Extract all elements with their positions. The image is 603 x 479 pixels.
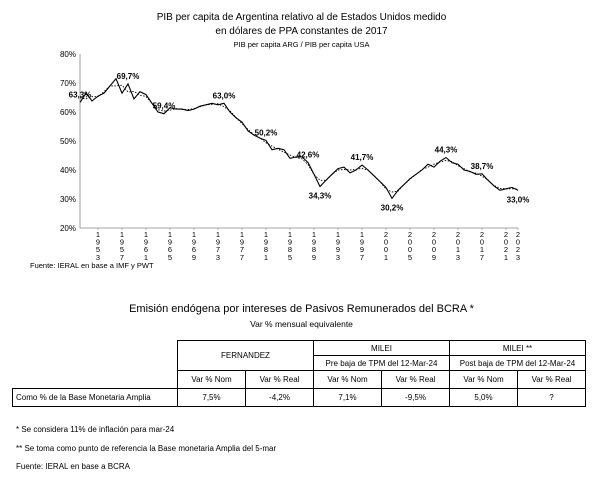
col-header: Var % Nom (449, 370, 518, 389)
table-note-1: * Se considera 11% de inflación para mar… (16, 425, 175, 434)
table-cell: -4,2% (245, 388, 314, 407)
data-label: 42,6% (297, 150, 320, 159)
data-label: 59,4% (153, 102, 176, 111)
table-source: Fuente: IERAL en base a BCRA (16, 462, 130, 471)
table-subtitle: Var % mensual equivalente (250, 319, 353, 329)
group-header-fernandez: FERNANDEZ (177, 340, 314, 371)
data-label: 38,7% (471, 162, 494, 171)
col-header: Var % Real (245, 370, 314, 389)
col-header: Var % Nom (313, 370, 382, 389)
table-title: Emisión endógena por intereses de Pasivo… (129, 303, 474, 315)
group-subheader-milei-post: Post baja de TPM del 12-Mar-24 (449, 355, 586, 371)
table-cell: 5,0% (449, 388, 518, 407)
y-tick-label: 30% (60, 195, 76, 204)
data-label: 30,2% (381, 203, 404, 212)
data-label: 63,0% (213, 91, 236, 100)
table-cell: 7,1% (313, 388, 382, 407)
y-tick-label: 60% (60, 108, 76, 117)
trend-line (79, 84, 518, 193)
emission-table: FERNANDEZ MILEI MILEI ** Pre baja de TPM… (12, 340, 586, 407)
data-label: 41,7% (351, 153, 374, 162)
col-header: Var % Real (517, 370, 586, 389)
data-label: 50,2% (255, 128, 278, 137)
data-label: 34,3% (309, 192, 332, 201)
y-tick-label: 70% (60, 79, 76, 88)
data-label: 69,7% (117, 72, 140, 81)
group-header-milei-pre: MILEI (313, 340, 450, 356)
table-cell: ? (517, 388, 586, 407)
chart-title-line2: en dólares de PPA constantes de 2017 (215, 26, 388, 37)
chart-source: Fuente: IERAL en base a IMF y PWT (30, 261, 154, 270)
chart-title-line1: PIB per capita de Argentina relativo al … (156, 12, 447, 23)
data-label: 44,3% (435, 146, 458, 155)
table-cell: 7,5% (177, 388, 246, 407)
y-tick-label: 40% (60, 166, 76, 175)
chart-subtitle: PIB per capita ARG / PIB per capita USA (233, 40, 370, 49)
col-header: Var % Real (381, 370, 450, 389)
y-tick-label: 50% (60, 137, 76, 146)
data-label: 63,3% (69, 90, 92, 99)
line-chart: 20% 30% 40% 50% 60% 70% 80% 1 9 5 3 1 9 5 7 1 9 6 1 1 9 6 5 1 9 6… (60, 50, 530, 262)
y-tick-label: 80% (60, 50, 76, 59)
table-note-2: ** Se toma como punto de referencia la B… (16, 444, 277, 453)
table-cell: -9,5% (381, 388, 450, 407)
row-label: Como % de la Base Monetaria Amplia (12, 388, 178, 407)
series-line (79, 77, 519, 200)
group-subheader-milei-pre: Pre baja de TPM del 12-Mar-24 (313, 355, 450, 371)
group-header-milei-post: MILEI ** (449, 340, 586, 356)
data-label: 33,0% (507, 195, 530, 204)
y-tick-label: 20% (60, 224, 76, 233)
col-header: Var % Nom (177, 370, 246, 389)
